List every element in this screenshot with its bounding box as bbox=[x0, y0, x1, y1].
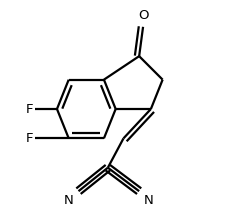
Text: F: F bbox=[26, 102, 33, 116]
Text: N: N bbox=[144, 194, 154, 208]
Text: F: F bbox=[26, 132, 33, 145]
Text: N: N bbox=[64, 194, 74, 208]
Text: O: O bbox=[138, 9, 148, 22]
